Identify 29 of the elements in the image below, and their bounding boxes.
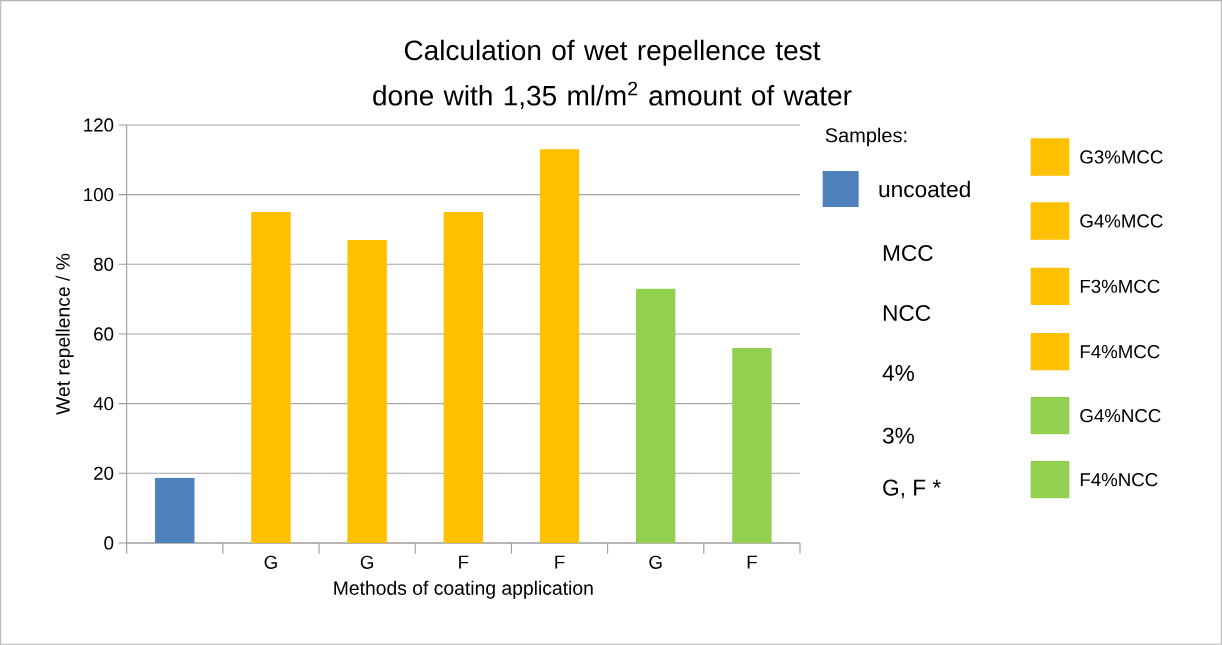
legend-label: G4%NCC <box>1080 409 1161 423</box>
text: 3% <box>882 427 914 444</box>
x-tick-label: G <box>264 555 277 569</box>
x-axis-title: Methods of coating application <box>334 580 593 599</box>
y-tick-label: 40 <box>93 397 114 411</box>
text: MCC <box>883 244 933 262</box>
x-tick-label: G <box>360 555 374 569</box>
legend-label: F4%MCC <box>1080 345 1160 359</box>
x-tick-label: F <box>459 555 469 569</box>
x-tick-label: F <box>747 555 757 569</box>
y-tick-label: 0 <box>104 536 114 550</box>
y-tick-label: 120 <box>84 118 114 132</box>
legend-label: G3%MCC <box>1080 150 1163 164</box>
y-tick-label: 100 <box>84 188 114 202</box>
legend-label: F3%MCC <box>1080 279 1160 293</box>
y-tick-label: 60 <box>94 327 114 341</box>
x-tick-label: F <box>555 555 565 569</box>
text: G, F * <box>883 479 941 499</box>
y-axis-title: Wet repellence / % <box>55 253 74 415</box>
legend-label: G4%MCC <box>1080 214 1163 228</box>
y-tick-label: 80 <box>94 257 114 271</box>
legend-title: Samples: <box>825 127 907 147</box>
x-tick-label: G <box>649 555 662 569</box>
y-tick-label: 20 <box>94 466 114 480</box>
chart-title: Calculation of wet repellence test done with 1,35 ml/m$^{2}$ amount of water <box>373 39 852 109</box>
legend-label: uncoated <box>879 180 970 198</box>
text: NCC <box>883 304 931 322</box>
legend-label: F4%NCC <box>1080 473 1158 487</box>
text: 4% <box>882 365 914 381</box>
